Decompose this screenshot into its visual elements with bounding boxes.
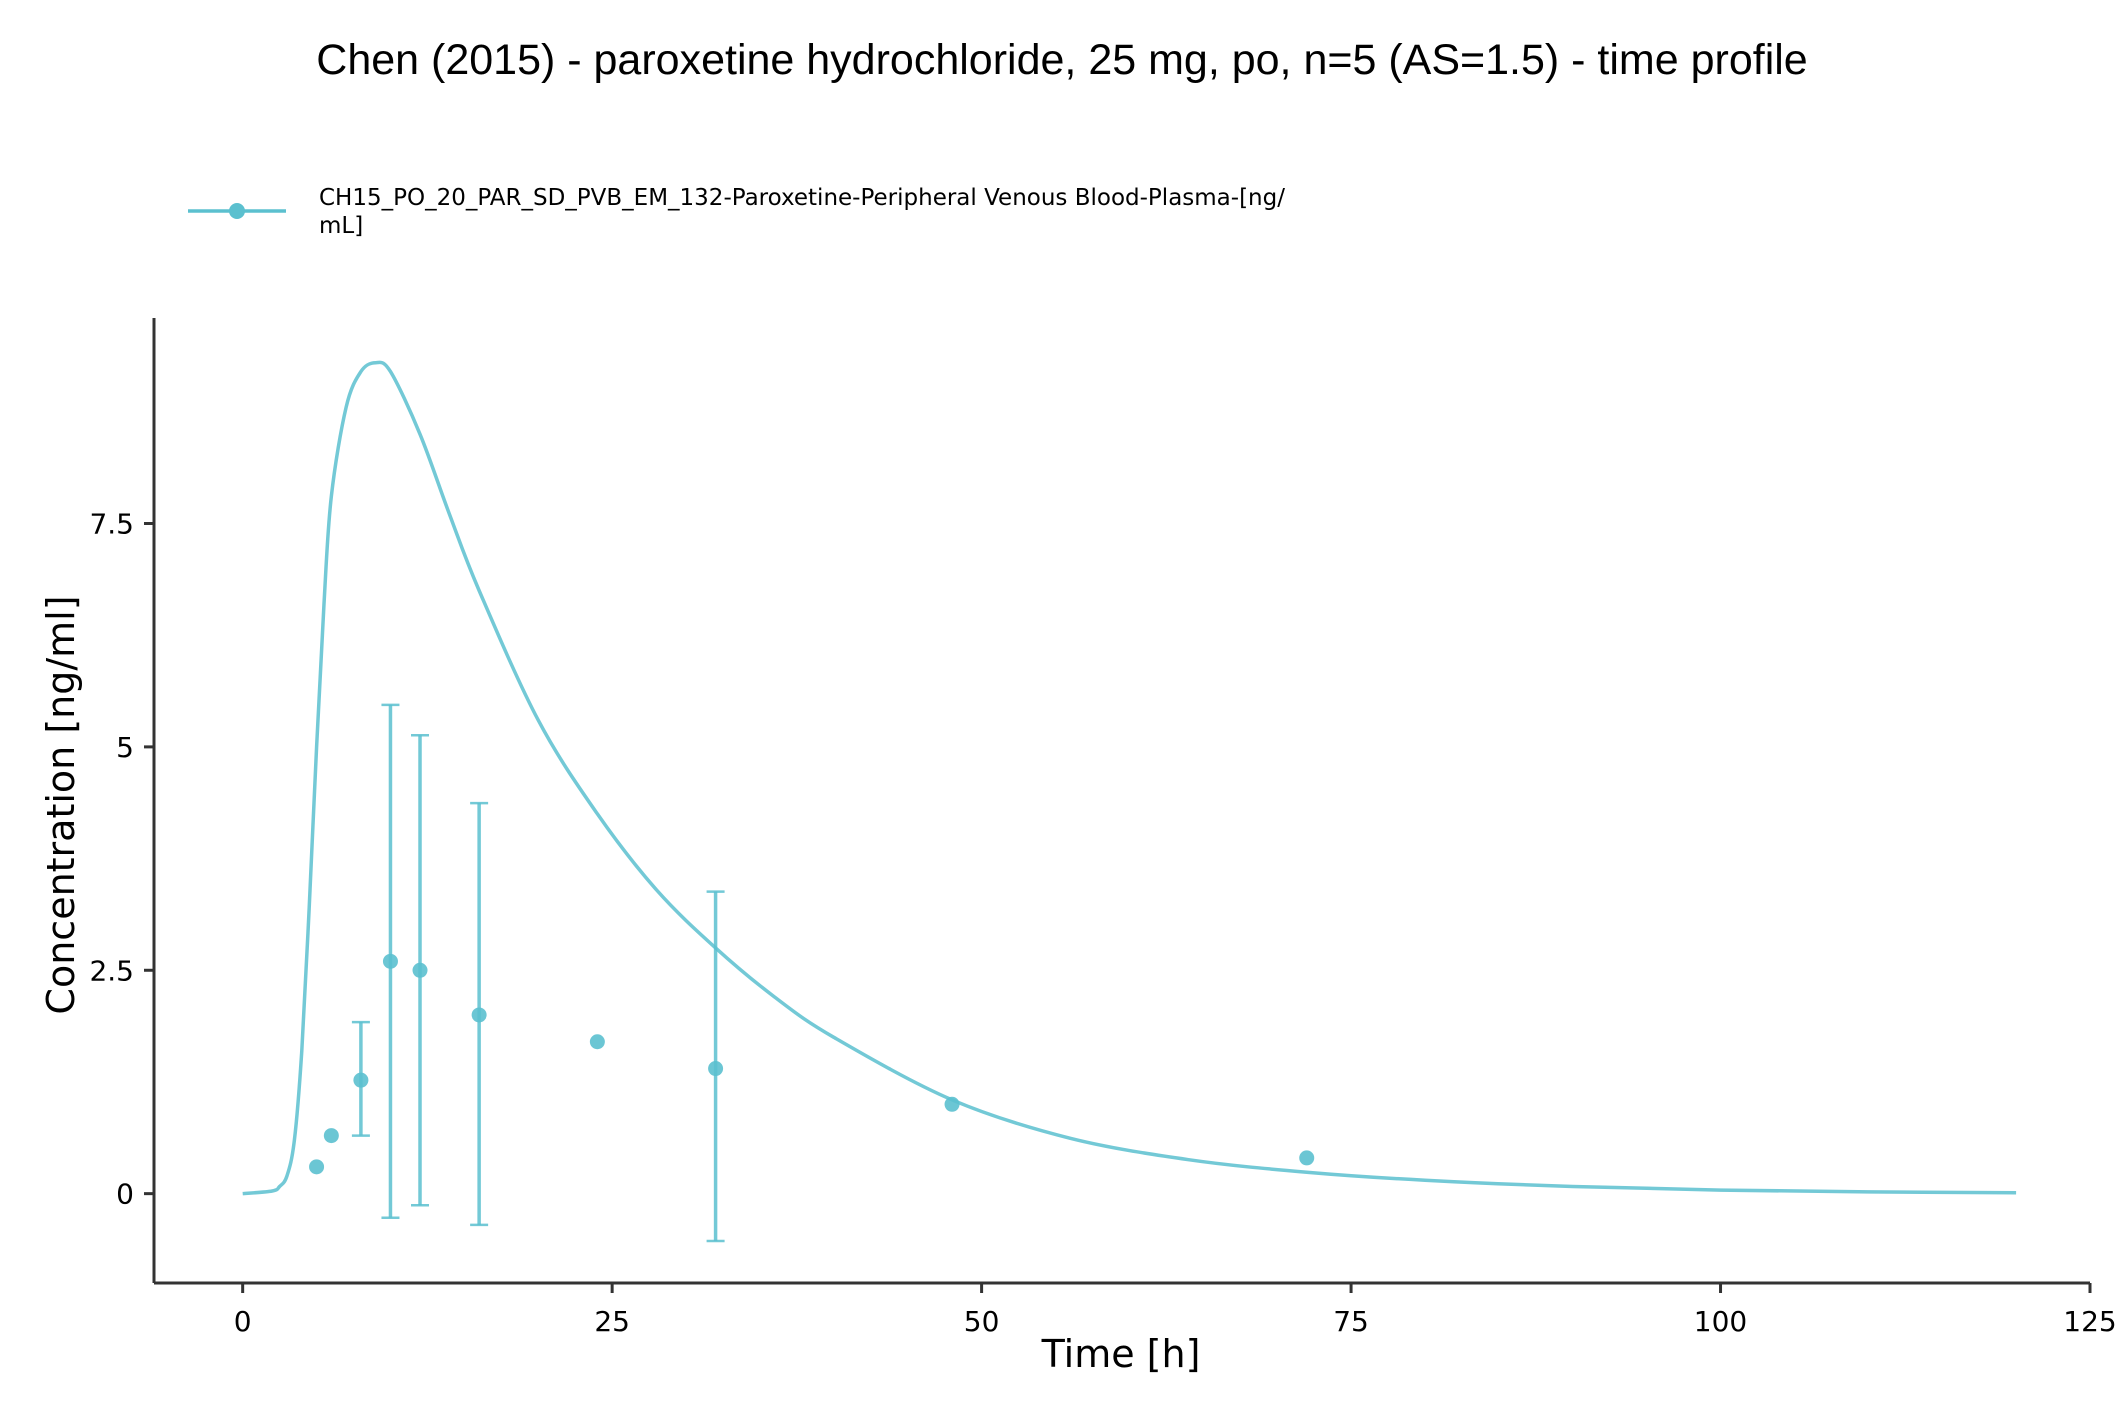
plot-area bbox=[242, 360, 2017, 1243]
x-tick-label: 0 bbox=[234, 1305, 252, 1338]
data-point bbox=[944, 1096, 960, 1112]
axes: 0 25 50 75 100 125 0 2.5 5 7.5 bbox=[89, 318, 2117, 1338]
x-tick-label: 25 bbox=[594, 1305, 630, 1338]
legend-marker bbox=[229, 203, 245, 219]
x-tick-label: 100 bbox=[1694, 1305, 1747, 1338]
legend: CH15_PO_20_PAR_SD_PVB_EM_132-Paroxetine-… bbox=[188, 185, 1285, 239]
data-point bbox=[309, 1159, 325, 1175]
simulation-line bbox=[242, 360, 2017, 1196]
y-tick-label: 2.5 bbox=[89, 954, 134, 987]
y-tick-label: 5 bbox=[116, 731, 134, 764]
chart-title: Chen (2015) - paroxetine hydrochloride, … bbox=[316, 36, 1807, 84]
data-point bbox=[412, 962, 428, 978]
x-axis-title: Time [h] bbox=[1041, 1332, 1201, 1376]
legend-label-line-2: mL] bbox=[319, 213, 363, 239]
legend-label-line-1: CH15_PO_20_PAR_SD_PVB_EM_132-Paroxetine-… bbox=[319, 185, 1285, 211]
data-point bbox=[589, 1034, 605, 1050]
data-point bbox=[1299, 1150, 1315, 1166]
x-tick-label: 125 bbox=[2063, 1305, 2116, 1338]
data-point bbox=[353, 1072, 369, 1088]
data-point bbox=[471, 1007, 487, 1023]
x-tick-label: 50 bbox=[964, 1305, 1000, 1338]
data-point bbox=[323, 1128, 339, 1144]
y-axis-title: Concentration [ng/ml] bbox=[39, 595, 83, 1014]
y-tick-label: 7.5 bbox=[89, 508, 134, 541]
data-point bbox=[382, 953, 398, 969]
y-tick-label: 0 bbox=[116, 1178, 134, 1211]
x-tick-label: 75 bbox=[1333, 1305, 1369, 1338]
data-point bbox=[708, 1061, 724, 1077]
